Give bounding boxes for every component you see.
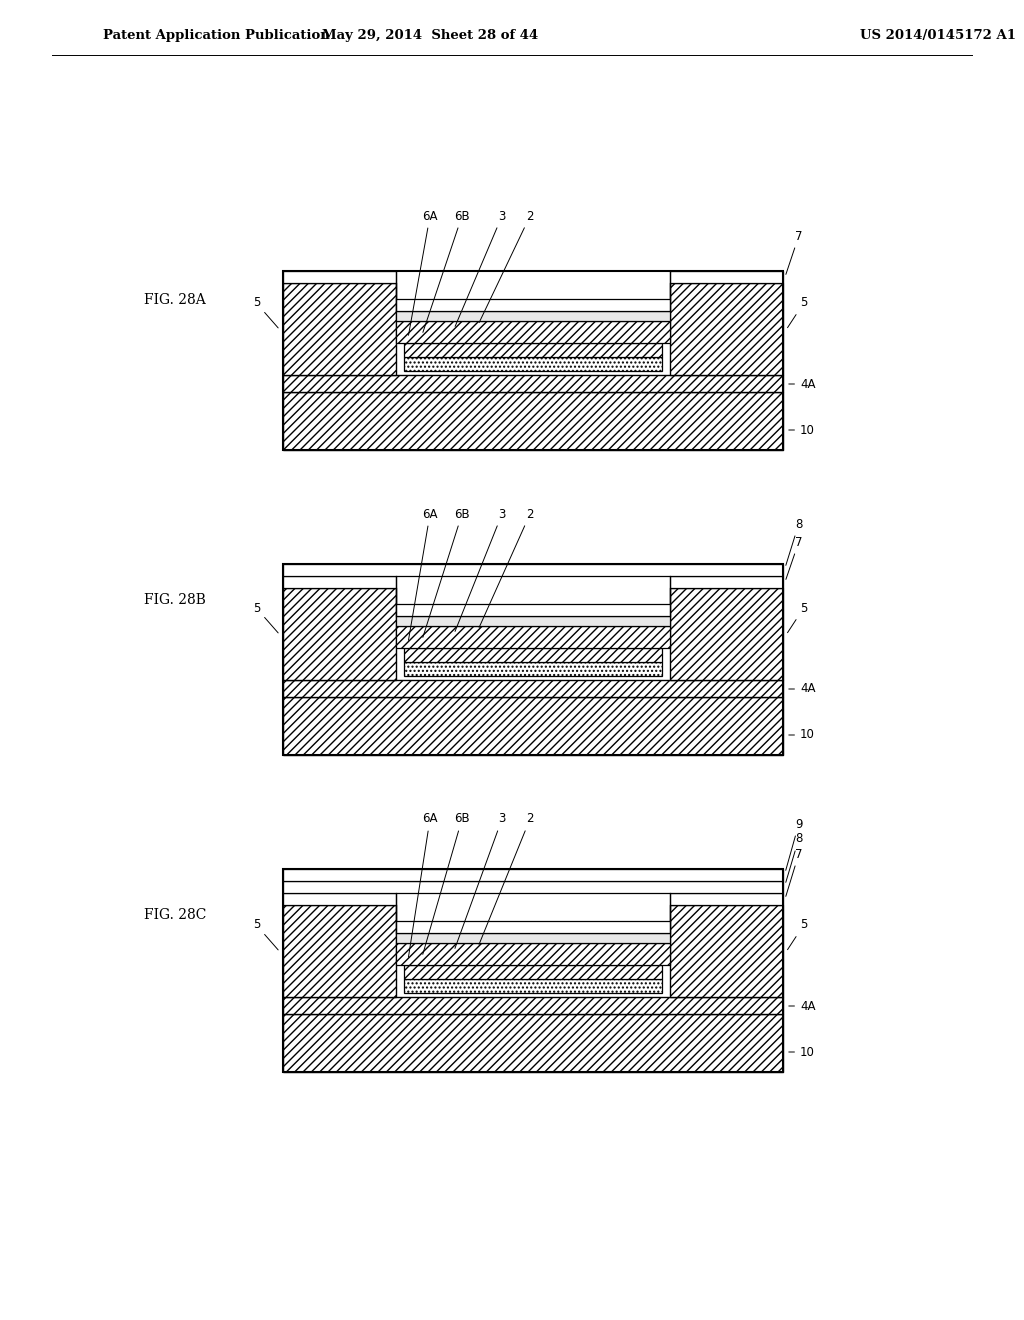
Bar bbox=[283, 894, 396, 906]
Text: 3: 3 bbox=[455, 507, 506, 631]
Bar bbox=[283, 564, 783, 576]
Text: 7: 7 bbox=[785, 230, 803, 275]
Bar bbox=[404, 356, 662, 371]
Text: 2: 2 bbox=[479, 813, 534, 944]
Bar bbox=[670, 894, 783, 906]
Text: 5: 5 bbox=[253, 919, 279, 950]
Text: FIG. 28B: FIG. 28B bbox=[144, 593, 206, 607]
Bar bbox=[670, 576, 783, 587]
Bar bbox=[283, 392, 783, 450]
Bar bbox=[283, 880, 783, 894]
Text: 10: 10 bbox=[788, 424, 815, 437]
Text: 2: 2 bbox=[479, 210, 534, 322]
Bar bbox=[396, 921, 670, 933]
Text: 7: 7 bbox=[785, 847, 803, 896]
Bar bbox=[670, 271, 783, 282]
Text: Patent Application Publication: Patent Application Publication bbox=[103, 29, 330, 41]
Text: 3: 3 bbox=[455, 813, 506, 948]
Text: 6B: 6B bbox=[423, 210, 470, 333]
Bar bbox=[670, 906, 783, 997]
Bar bbox=[670, 282, 783, 375]
Bar bbox=[283, 869, 783, 1072]
Bar bbox=[283, 271, 783, 450]
Bar bbox=[283, 869, 783, 880]
Bar bbox=[670, 587, 783, 680]
Bar bbox=[283, 587, 396, 680]
Text: 2: 2 bbox=[479, 507, 534, 627]
Text: 6A: 6A bbox=[409, 813, 437, 957]
Text: 8: 8 bbox=[785, 517, 803, 565]
Bar bbox=[283, 576, 396, 587]
Bar bbox=[396, 626, 670, 648]
Text: 4A: 4A bbox=[788, 378, 815, 391]
Text: 5: 5 bbox=[253, 602, 279, 632]
Text: 6B: 6B bbox=[423, 507, 470, 638]
Text: 6B: 6B bbox=[423, 813, 470, 954]
Bar bbox=[396, 616, 670, 626]
Bar bbox=[283, 271, 396, 282]
Text: 8: 8 bbox=[785, 833, 803, 882]
Bar bbox=[396, 933, 670, 942]
Bar bbox=[283, 680, 783, 697]
Text: US 2014/0145172 A1: US 2014/0145172 A1 bbox=[860, 29, 1016, 41]
Text: 5: 5 bbox=[787, 919, 807, 949]
Bar bbox=[396, 321, 670, 343]
Bar bbox=[404, 965, 662, 979]
Bar bbox=[404, 663, 662, 676]
Text: 5: 5 bbox=[787, 602, 807, 632]
Bar bbox=[404, 979, 662, 993]
Text: 5: 5 bbox=[787, 297, 807, 327]
Text: 6A: 6A bbox=[409, 507, 437, 640]
Text: 10: 10 bbox=[788, 729, 815, 742]
Bar bbox=[404, 343, 662, 356]
Bar bbox=[283, 282, 396, 375]
Bar bbox=[283, 997, 783, 1014]
Bar bbox=[283, 1014, 783, 1072]
Text: FIG. 28C: FIG. 28C bbox=[143, 908, 206, 921]
Bar bbox=[396, 605, 670, 616]
Bar bbox=[404, 648, 662, 663]
Bar bbox=[283, 697, 783, 755]
Bar bbox=[396, 942, 670, 965]
Bar bbox=[283, 906, 396, 997]
Text: 3: 3 bbox=[455, 210, 506, 326]
Text: May 29, 2014  Sheet 28 of 44: May 29, 2014 Sheet 28 of 44 bbox=[322, 29, 539, 41]
Bar bbox=[396, 300, 670, 312]
Bar bbox=[396, 312, 670, 321]
Text: 6A: 6A bbox=[409, 210, 437, 335]
Text: 4A: 4A bbox=[788, 682, 815, 696]
Text: 7: 7 bbox=[785, 536, 803, 579]
Text: 5: 5 bbox=[253, 297, 279, 327]
Text: 10: 10 bbox=[788, 1045, 815, 1059]
Text: 4A: 4A bbox=[788, 999, 815, 1012]
Text: FIG. 28A: FIG. 28A bbox=[144, 293, 206, 308]
Bar bbox=[283, 564, 783, 755]
Text: 9: 9 bbox=[785, 817, 803, 870]
Bar bbox=[283, 375, 783, 392]
